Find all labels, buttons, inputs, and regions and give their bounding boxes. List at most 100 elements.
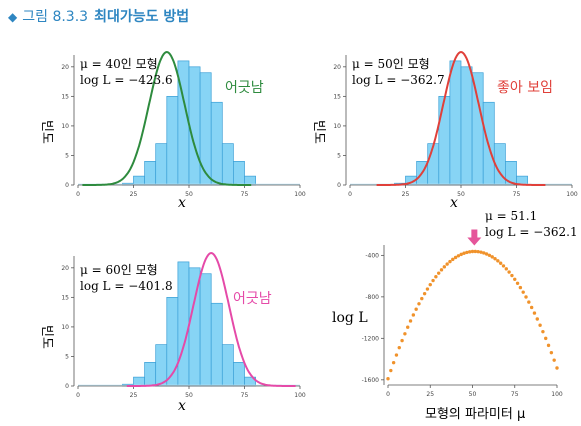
loglikelihood-point <box>422 291 427 296</box>
maximum-arrow-icon <box>467 229 482 246</box>
annotation-mu: μ = 51.1 <box>485 209 537 223</box>
loglikelihood-point <box>501 264 506 268</box>
annotation-mu: μ = 40인 모형 <box>80 57 158 71</box>
loglikelihood-point <box>487 253 492 258</box>
y-tick-label: 10 <box>61 123 69 130</box>
loglikelihood-point <box>524 295 528 299</box>
loglikelihood-point <box>420 296 424 301</box>
x-axis-label: x <box>178 195 186 211</box>
annotation-logl: log L = −362.1 <box>485 225 578 239</box>
x-ticks: 0 25 50 75 100 <box>76 185 306 198</box>
y-tick-label: 5 <box>65 353 69 360</box>
normal-curve <box>126 251 296 387</box>
annotation-logl: log L = −401.8 <box>80 279 173 293</box>
loglikelihood-point <box>391 360 396 365</box>
loglikelihood-point <box>473 249 478 254</box>
annotation-logl: log L = −362.7 <box>352 73 445 87</box>
y-ticks: 0 5 10 15 20 <box>61 265 74 390</box>
loglikelihood-point <box>408 319 413 323</box>
y-ticks: 0 5 10 15 20 <box>333 64 346 189</box>
loglikelihood-point <box>498 261 503 265</box>
histogram-bars <box>78 261 300 387</box>
x-tick-label: 100 <box>566 191 578 198</box>
histogram-bar <box>144 161 157 186</box>
figure-name: 최대가능도 방법 <box>94 9 190 25</box>
y-ticks: 0 5 10 15 20 <box>61 64 74 189</box>
loglikelihood-point <box>541 329 545 334</box>
histogram-bar <box>460 66 473 186</box>
x-tick-label: 25 <box>130 191 138 198</box>
annotation-logl: log L = −423.6 <box>80 73 173 87</box>
x-ticks: 0 25 50 75 100 <box>386 385 563 398</box>
loglikelihood-point <box>532 311 537 315</box>
loglikelihood-point <box>389 368 393 373</box>
x-tick-label: 100 <box>294 191 306 198</box>
y-ticks: -400 -800 -1200 -1600 <box>362 252 384 384</box>
y-axis-label: 빈도 <box>311 120 326 144</box>
histogram-bar <box>233 362 245 387</box>
x-tick-label: 75 <box>241 392 249 399</box>
y-tick-label: 20 <box>61 265 69 272</box>
loglikelihood-point <box>394 353 399 357</box>
normal-curve <box>376 50 546 186</box>
annotation-mu: μ = 60인 모형 <box>80 263 158 277</box>
histogram-bar <box>449 60 462 186</box>
x-tick-label: 50 <box>185 191 193 198</box>
x-tick-label: 75 <box>513 191 521 198</box>
loglikelihood-point <box>467 250 472 254</box>
y-tick-label: 0 <box>65 383 69 390</box>
histogram-bar <box>166 96 179 186</box>
x-tick-label: 0 <box>386 391 390 398</box>
y-tick-label: 0 <box>337 182 341 189</box>
loglikelihood-points <box>386 249 559 381</box>
loglikelihood-point <box>451 257 455 262</box>
loglikelihood-point <box>453 255 458 260</box>
y-tick-label: 10 <box>61 324 69 331</box>
x-tick-label: 0 <box>348 191 352 198</box>
y-tick-label: -1600 <box>362 377 380 384</box>
x-tick-label: 75 <box>241 191 249 198</box>
annotation-mu: μ = 50인 모형 <box>352 57 430 71</box>
loglikelihood-point <box>428 282 432 287</box>
y-tick-label: 15 <box>61 93 69 100</box>
loglikelihood-point <box>496 259 500 263</box>
y-axis-label: 빈도 <box>39 325 54 349</box>
verdict-label: 어긋남 <box>225 80 264 96</box>
loglikelihood-point <box>490 255 494 259</box>
histogram-bar <box>221 344 234 387</box>
x-axis-label: 모형의 파라미터 μ <box>425 407 525 422</box>
loglikelihood-point <box>437 271 441 275</box>
x-tick-label: 25 <box>402 191 410 198</box>
loglikelihood-point <box>470 249 475 254</box>
histogram-bar <box>199 273 212 387</box>
histogram-bar <box>233 161 245 186</box>
histogram-bar <box>144 362 157 387</box>
loglikelihood-point <box>546 343 551 348</box>
histogram-bar <box>188 66 201 186</box>
x-tick-label: 50 <box>185 392 193 399</box>
loglikelihood-point <box>465 250 469 255</box>
loglikelihood-point <box>403 332 407 336</box>
normal-curve <box>82 50 252 186</box>
panel-loglikelihood: 0 25 50 75 100 -400 -800 -1200 -1600 μ = 51.1 l… <box>332 209 578 422</box>
x-tick-label: 25 <box>130 392 138 399</box>
x-tick-label: 0 <box>76 392 80 399</box>
y-axis-label: 빈도 <box>39 120 54 144</box>
y-tick-label: 20 <box>333 64 341 71</box>
loglikelihood-point <box>456 254 461 258</box>
loglikelihood-point <box>515 281 520 285</box>
loglikelihood-point <box>529 305 534 310</box>
loglikelihood-point <box>535 317 539 321</box>
loglikelihood-point <box>434 275 438 279</box>
loglikelihood-point <box>552 358 556 362</box>
y-tick-label: -800 <box>365 294 379 301</box>
y-tick-label: 5 <box>337 152 341 159</box>
y-tick-label: 0 <box>65 182 69 189</box>
loglikelihood-point <box>448 259 452 264</box>
panel-mu-60: 0 25 50 75 100 0 5 10 15 20 μ = 60인 모형 log L = −… <box>39 251 306 414</box>
loglikelihood-point <box>510 273 514 278</box>
histogram-bar <box>155 344 168 387</box>
x-tick-label: 100 <box>551 391 563 398</box>
x-axis-label: x <box>450 195 458 211</box>
